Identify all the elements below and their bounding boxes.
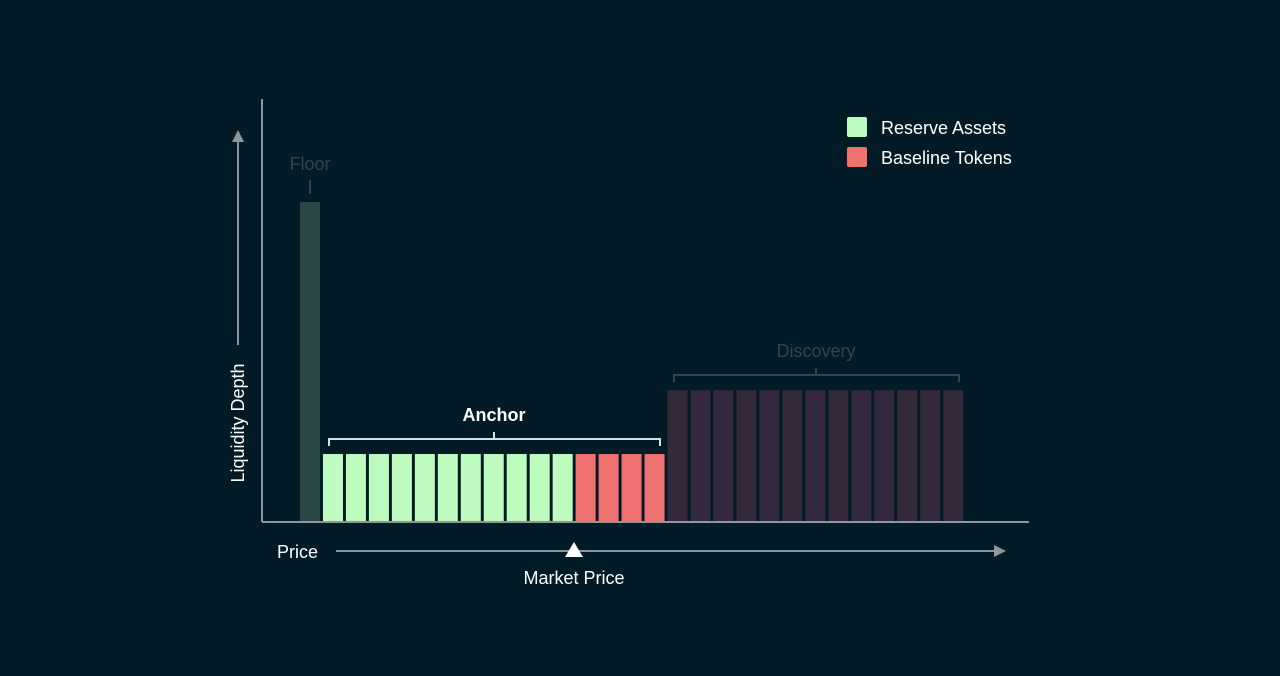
market-price-marker-icon bbox=[565, 542, 583, 557]
reserve-bar bbox=[552, 454, 573, 521]
y-arrow-head-icon bbox=[232, 130, 244, 142]
discovery-bar bbox=[713, 390, 734, 521]
reserve-bar bbox=[345, 454, 366, 521]
reserve-bar bbox=[529, 454, 550, 521]
discovery-bar bbox=[943, 390, 964, 521]
discovery-bar bbox=[874, 390, 895, 521]
anchor-label: Anchor bbox=[463, 405, 526, 425]
floor-bar bbox=[300, 202, 320, 521]
reserve-bar bbox=[391, 454, 412, 521]
baseline-bar bbox=[575, 454, 596, 521]
x-axis-label: Price bbox=[277, 542, 318, 562]
reserve-bar bbox=[506, 454, 527, 521]
baseline-bar bbox=[644, 454, 665, 521]
baseline-bar bbox=[621, 454, 642, 521]
discovery-bar bbox=[690, 390, 711, 521]
legend-swatch-reserve bbox=[847, 117, 867, 137]
reserve-bar bbox=[322, 454, 343, 521]
reserve-bar bbox=[483, 454, 504, 521]
market-price-label: Market Price bbox=[523, 568, 624, 588]
discovery-bar bbox=[782, 390, 803, 521]
reserve-bar bbox=[414, 454, 435, 521]
reserve-bar bbox=[460, 454, 481, 521]
legend-label-baseline: Baseline Tokens bbox=[881, 148, 1012, 168]
anchor-bracket bbox=[328, 432, 661, 446]
legend: Reserve Assets Baseline Tokens bbox=[847, 117, 1012, 168]
discovery-label: Discovery bbox=[776, 341, 855, 361]
discovery-bar bbox=[736, 390, 757, 521]
discovery-bar bbox=[828, 390, 849, 521]
discovery-bar bbox=[759, 390, 780, 521]
discovery-bar bbox=[920, 390, 941, 521]
x-arrow-head-icon bbox=[994, 545, 1006, 557]
discovery-bar bbox=[667, 390, 688, 521]
floor-label: Floor bbox=[289, 154, 330, 174]
discovery-bracket bbox=[673, 368, 960, 382]
bars-group bbox=[300, 202, 964, 521]
discovery-bar bbox=[805, 390, 826, 521]
reserve-bar bbox=[437, 454, 458, 521]
discovery-bar bbox=[897, 390, 918, 521]
legend-label-reserve: Reserve Assets bbox=[881, 118, 1006, 138]
discovery-bar bbox=[851, 390, 872, 521]
y-axis-label: Liquidity Depth bbox=[228, 363, 248, 482]
reserve-bar bbox=[368, 454, 389, 521]
legend-swatch-baseline bbox=[847, 147, 867, 167]
baseline-bar bbox=[598, 454, 619, 521]
